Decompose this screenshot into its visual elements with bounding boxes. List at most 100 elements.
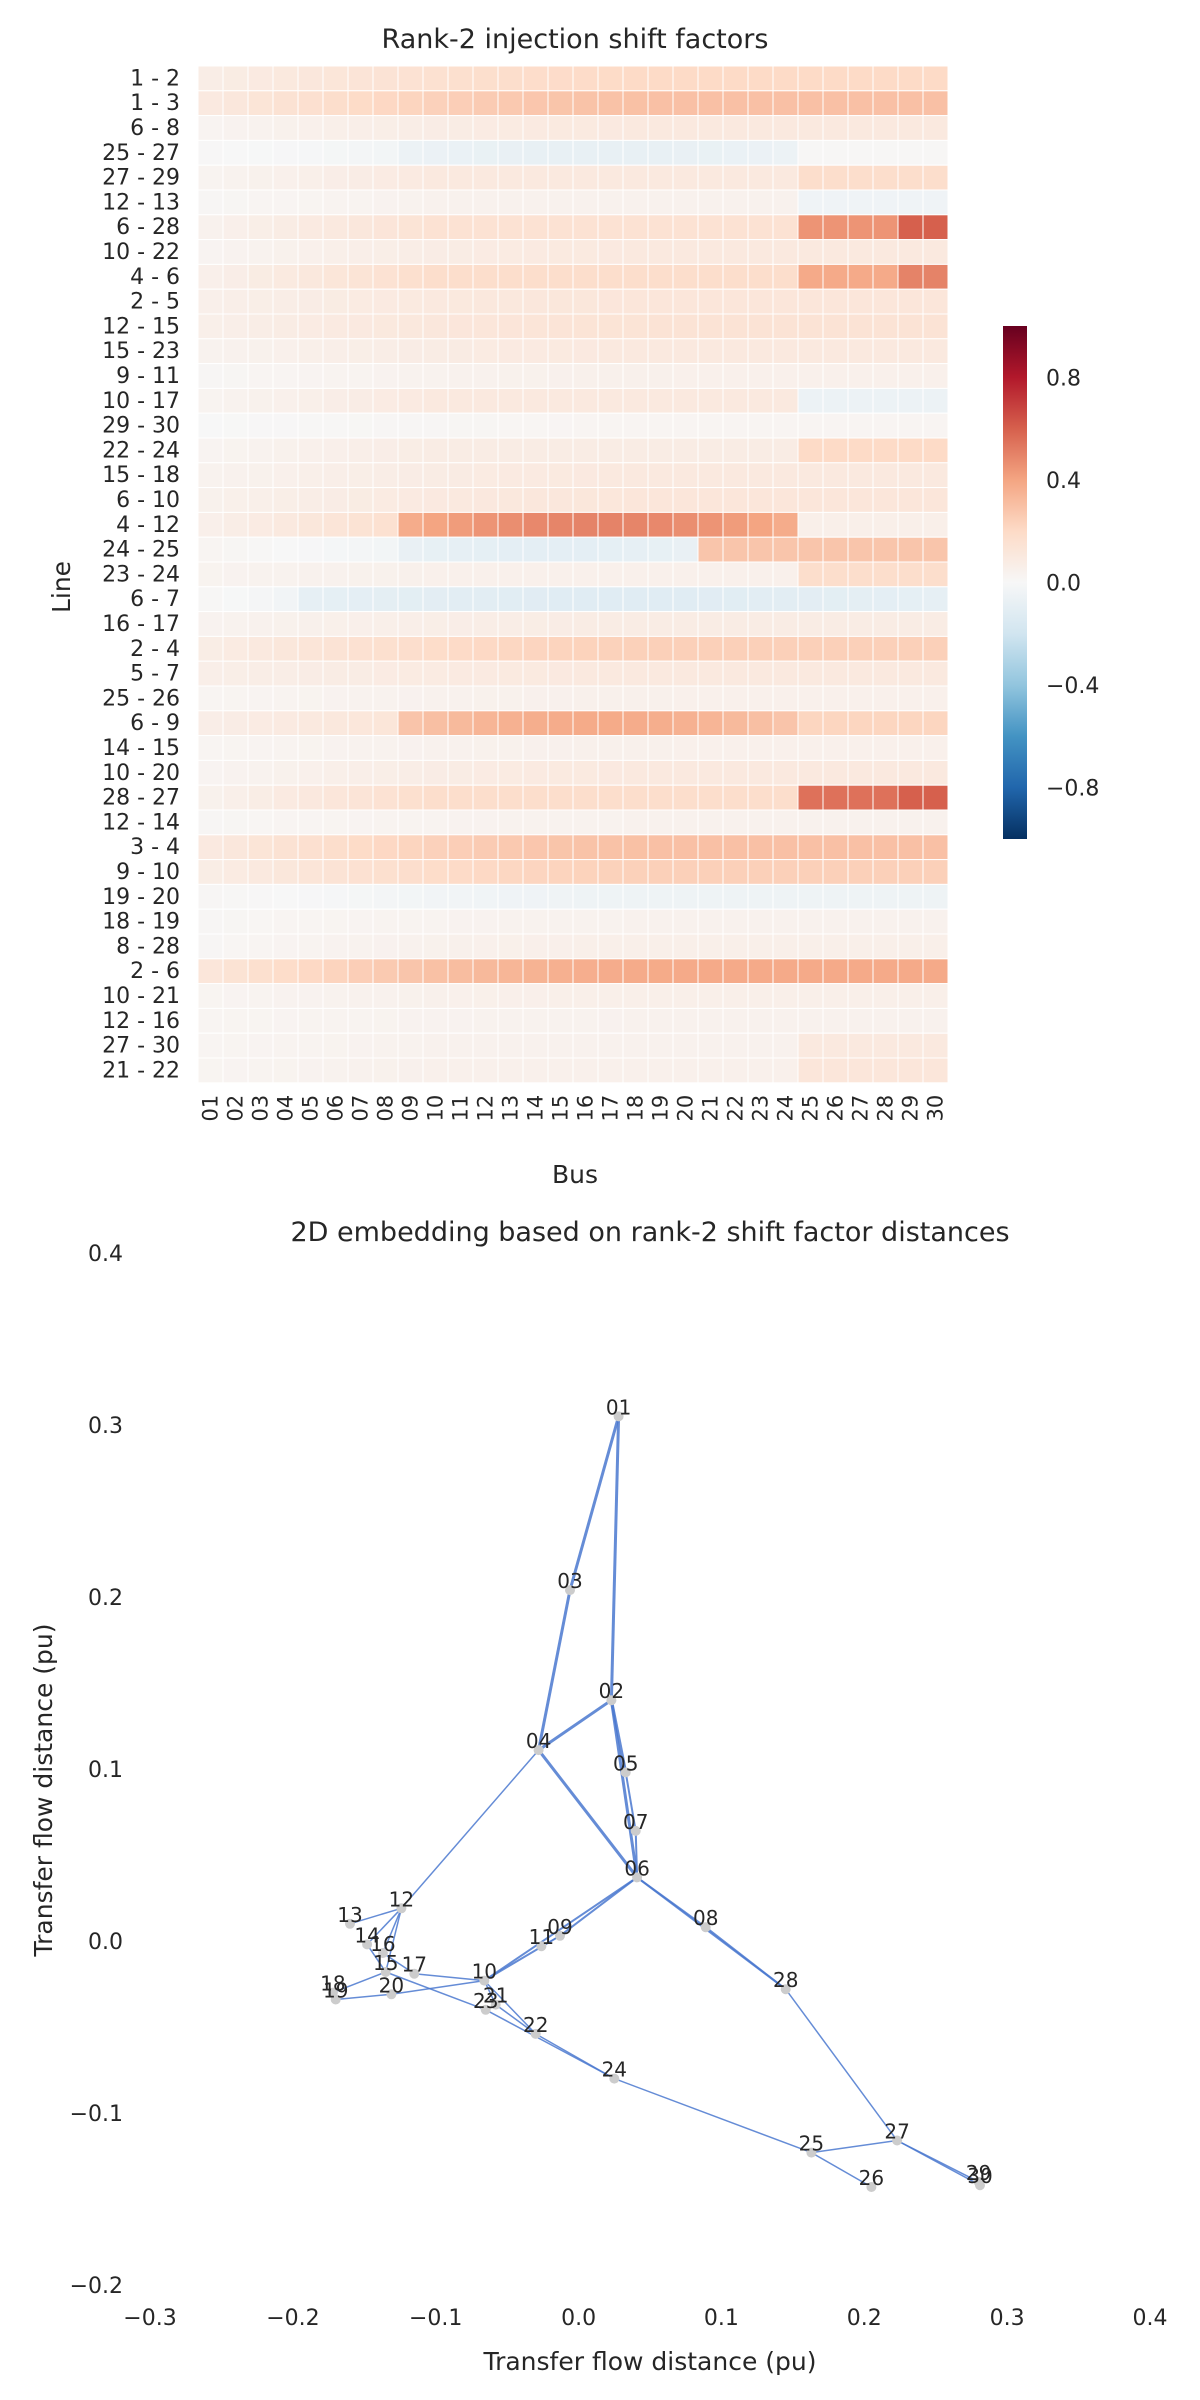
- heatmap-cell: [622, 214, 649, 241]
- heatmap-cell: [522, 437, 549, 464]
- heatmap-cell: [772, 685, 799, 712]
- heatmap-cell: [322, 313, 349, 340]
- heatmap-cell: [247, 561, 274, 588]
- heatmap-cell: [822, 363, 849, 389]
- heatmap-cell: [822, 189, 849, 216]
- colorbar-tick-label: 0.0: [1046, 572, 1081, 597]
- heatmap-cell: [897, 586, 924, 613]
- graph-node: [565, 1585, 575, 1596]
- heatmap-cell: [522, 115, 549, 141]
- heatmap-cell: [647, 65, 674, 92]
- heatmap-cell: [922, 710, 949, 737]
- heatmap-cell: [772, 139, 799, 166]
- heatmap-cell: [422, 90, 449, 117]
- heatmap-cell: [547, 635, 574, 662]
- heatmap-cell: [372, 90, 399, 117]
- embedding-title: 2D embedding based on rank-2 shift facto…: [290, 1217, 1009, 1248]
- heatmap-cell: [347, 65, 374, 92]
- heatmap-cell: [247, 139, 274, 166]
- heatmap-cell: [847, 65, 874, 92]
- heatmap-cell: [297, 611, 324, 637]
- heatmap-cell: [772, 983, 799, 1009]
- heatmap-cell: [722, 338, 749, 365]
- heatmap-cell: [472, 710, 499, 737]
- heatmap-cell: [222, 586, 249, 613]
- heatmap-cell: [247, 611, 274, 637]
- heatmap-cell: [622, 710, 649, 737]
- graph-edge: [614, 2077, 812, 2154]
- heatmap-cell: [522, 511, 549, 538]
- heatmap-cell: [547, 214, 574, 241]
- heatmap-cell: [272, 834, 299, 861]
- heatmap-cell: [222, 263, 249, 290]
- heatmap-cell: [372, 462, 399, 489]
- heatmap-cell: [647, 561, 674, 588]
- heatmap-cell: [647, 462, 674, 489]
- heatmap-cell: [422, 983, 449, 1009]
- heatmap-cell: [372, 239, 399, 265]
- heatmap-cell: [547, 958, 574, 985]
- heatmap-cell: [397, 834, 424, 861]
- heatmap-cell: [272, 611, 299, 637]
- heatmap-cell: [722, 635, 749, 662]
- heatmap-cell: [822, 139, 849, 166]
- heatmap-cell: [897, 1032, 924, 1059]
- heatmap-cell: [547, 65, 574, 92]
- heatmap-cell: [597, 611, 624, 637]
- heatmap-cell: [722, 908, 749, 935]
- heatmap-cell: [897, 834, 924, 861]
- heatmap-cell: [747, 859, 774, 885]
- heatmap-cell: [347, 338, 374, 365]
- heatmap-cell: [597, 883, 624, 910]
- heatmap-cell: [597, 586, 624, 613]
- heatmap-cell: [572, 239, 599, 265]
- graph-node-label: 21: [483, 1984, 508, 2008]
- heatmap-cell: [272, 635, 299, 662]
- heatmap-cell: [572, 784, 599, 811]
- graph-node: [606, 1695, 617, 1706]
- heatmap-cell: [247, 710, 274, 737]
- heatmap-cell: [747, 65, 774, 92]
- heatmap-cell: [472, 115, 499, 141]
- heatmap-cell: [297, 189, 324, 216]
- heatmap-cell: [847, 908, 874, 935]
- heatmap-cell: [197, 1032, 224, 1059]
- heatmap-cell: [872, 536, 899, 563]
- heatmap-cell: [447, 139, 474, 166]
- heatmap-cell: [597, 859, 624, 885]
- heatmap-y-tick-label: 5 - 7: [130, 662, 180, 687]
- heatmap-cell: [422, 883, 449, 910]
- heatmap-cell: [397, 263, 424, 290]
- heatmap-cell: [222, 660, 249, 687]
- heatmap-cell: [572, 164, 599, 191]
- heatmap-cell: [772, 586, 799, 613]
- heatmap-cell: [247, 338, 274, 365]
- heatmap-cell: [472, 586, 499, 613]
- heatmap-cell: [572, 412, 599, 439]
- graph-node-label: 14: [354, 1923, 379, 1947]
- heatmap-cell: [397, 735, 424, 761]
- heatmap-cell: [697, 387, 724, 414]
- graph-node: [700, 1922, 711, 1933]
- heatmap-cell: [497, 561, 524, 588]
- heatmap-cell: [297, 263, 324, 290]
- graph-node-label: 04: [526, 1729, 551, 1753]
- heatmap-cell: [347, 685, 374, 712]
- heatmap-cell: [322, 1032, 349, 1059]
- heatmap-cell: [797, 586, 824, 613]
- heatmap-cell: [847, 660, 874, 687]
- heatmap-cell: [422, 784, 449, 811]
- heatmap-cell: [822, 859, 849, 885]
- heatmap-cell: [597, 363, 624, 389]
- heatmap-cell: [672, 908, 699, 935]
- heatmap-cell: [347, 1007, 374, 1034]
- heatmap-cell: [197, 660, 224, 687]
- heatmap-cell: [547, 908, 574, 935]
- heatmap-cell: [897, 735, 924, 761]
- heatmap-cell: [722, 437, 749, 464]
- heatmap-cell: [222, 239, 249, 265]
- heatmap-cell: [447, 164, 474, 191]
- heatmap-cell: [522, 685, 549, 712]
